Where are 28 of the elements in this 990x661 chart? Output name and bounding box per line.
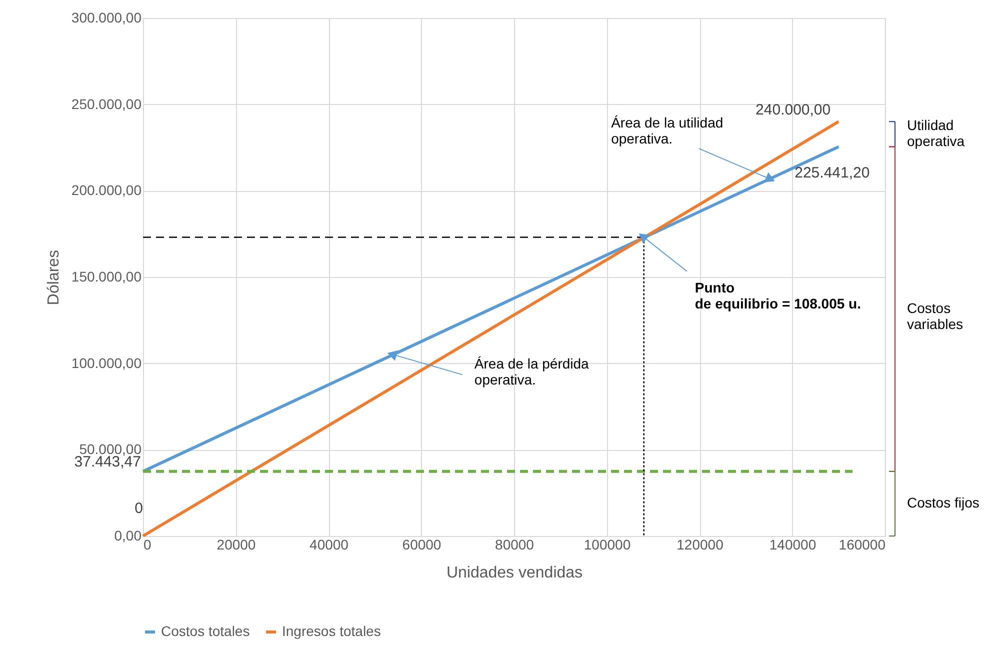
x-tick-label: 60000 xyxy=(402,536,442,552)
y-tick-label: 250.000,00 xyxy=(71,96,142,112)
annotation: Punto de equilibrio = 108.005 u. xyxy=(694,279,861,312)
y-tick-label: 200.000,00 xyxy=(71,182,142,198)
data-label: 240.000,00 xyxy=(756,102,831,119)
x-tick-label: 120000 xyxy=(676,536,724,552)
y-tick-label: 0,00 xyxy=(114,528,142,544)
x-axis-title: Unidades vendidas xyxy=(446,564,583,582)
text: Costos variables xyxy=(907,300,964,332)
text: Utilidad operativa xyxy=(907,117,965,150)
x-tick-label: 40000 xyxy=(310,536,349,552)
text: Costos fijos xyxy=(907,494,980,511)
y-tick-label: 150.000,00 xyxy=(71,268,142,284)
legend-label: Ingresos totales xyxy=(282,623,381,639)
annotation: Área de la utilidad operativa. xyxy=(611,114,724,147)
x-tick-label: 140000 xyxy=(769,536,816,552)
legend-label: Costos totales xyxy=(161,623,250,639)
y-tick-label: 300.000,00 xyxy=(71,10,142,26)
x-tick-label: 0 xyxy=(144,536,152,552)
data-label: 0 xyxy=(134,500,143,517)
data-label: 225.441,20 xyxy=(794,164,870,182)
y-tick-label: 100.000,00 xyxy=(71,354,142,371)
x-tick-label: 160000 xyxy=(838,536,886,552)
annotation: Área de la pérdida operativa. xyxy=(474,356,590,388)
y-axis-title: Dólares xyxy=(45,250,62,306)
x-tick-label: 100000 xyxy=(584,536,631,552)
x-tick-label: 80000 xyxy=(495,536,534,552)
x-tick-label: 20000 xyxy=(216,536,256,552)
